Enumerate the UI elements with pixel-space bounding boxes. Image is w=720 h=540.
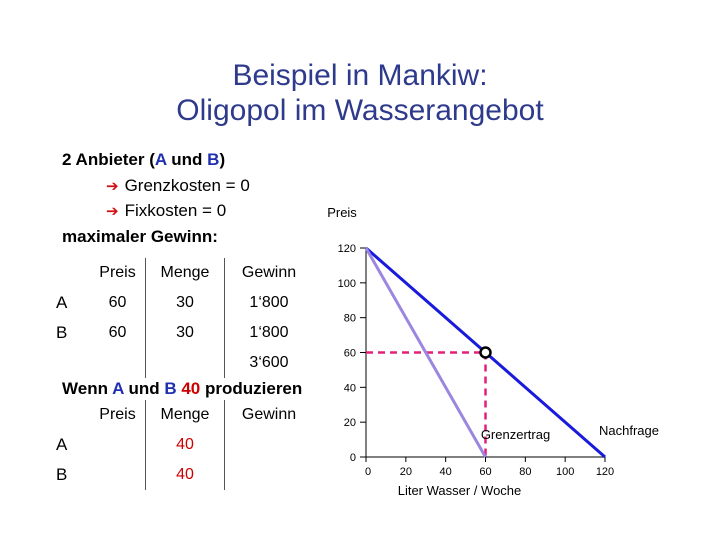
cell-menge: 30 (145, 288, 225, 318)
y-tick-label: 120 (338, 243, 356, 255)
profit-table-1: Preis Menge Gewinn A 60 30 1‘800 B 60 30… (56, 258, 313, 378)
header-menge: Menge (145, 258, 225, 288)
slide-title-line2: Oligopol im Wasserangebot (176, 94, 544, 127)
table-row: A 60 30 1‘800 (56, 288, 313, 318)
series-label: Grenzertrag (481, 427, 550, 442)
header-gewinn: Gewinn (224, 400, 313, 430)
marked-point (479, 346, 492, 359)
anbieter-suffix: ) (219, 150, 226, 169)
x-tick-label: 0 (365, 466, 371, 478)
anbieter-prefix: 2 Anbieter ( (62, 150, 155, 169)
x-axis-title: Liter Wasser / Woche (398, 483, 522, 498)
max-gewinn-label: maximaler Gewinn: (62, 227, 218, 246)
scenario-suffix: produzieren (200, 379, 303, 398)
row-label: B (56, 465, 68, 484)
bullet-grenzkosten: ➔ Grenzkosten = 0 (106, 176, 250, 196)
y-tick-label: 100 (338, 278, 356, 290)
scenario-qty: 40 (181, 379, 201, 398)
scenario-prefix: Wenn (62, 379, 113, 398)
cell-gewinn (224, 460, 313, 490)
cell-menge: 30 (145, 318, 225, 348)
header-gewinn: Gewinn (224, 258, 313, 288)
arrow-icon: ➔ (106, 178, 119, 195)
und-text: und (166, 150, 208, 169)
y-tick-label: 20 (344, 417, 356, 429)
bullet-fixkosten: ➔ Fixkosten = 0 (106, 201, 226, 221)
cell-gewinn (224, 430, 313, 460)
cell-menge: 40 (145, 460, 225, 490)
table-row: B 60 30 1‘800 (56, 318, 313, 348)
row-label: B (56, 323, 68, 342)
x-tick-label: 80 (519, 466, 531, 478)
scenario-line: Wenn A und B 40 produzieren (62, 379, 302, 399)
bullet-grenzkosten-text: Grenzkosten = 0 (124, 176, 250, 195)
slide-title-line1: Beispiel in Mankiw: (232, 59, 488, 92)
header-menge: Menge (145, 400, 225, 430)
firm-b-label: B (207, 150, 220, 169)
y-axis-title: Preis (327, 205, 357, 220)
x-tick-label: 60 (479, 466, 491, 478)
y-tick-label: 60 (344, 348, 356, 360)
row-label: A (56, 293, 68, 312)
firm-a-label: A (154, 150, 167, 169)
header-preis: Preis (99, 406, 136, 423)
arrow-icon: ➔ (106, 203, 119, 220)
profit-table-2: Preis Menge Gewinn A 40 B 40 (56, 400, 313, 490)
cell-preis: 60 (108, 294, 127, 311)
table-row: A 40 (56, 430, 313, 460)
y-tick-label: 40 (344, 382, 356, 394)
cell-menge: 40 (145, 430, 225, 460)
header-preis: Preis (99, 264, 136, 281)
cell-gewinn: 1‘800 (224, 318, 313, 348)
scenario-firm-a: A (112, 379, 124, 398)
series-line (364, 247, 487, 458)
cell-preis: 60 (108, 324, 127, 341)
x-tick-label: 120 (596, 466, 614, 478)
scenario-und: und (123, 379, 165, 398)
x-tick-label: 40 (440, 466, 452, 478)
series-label: Nachfrage (599, 423, 659, 438)
y-tick-label: 80 (344, 313, 356, 325)
cell-gewinn: 1‘800 (224, 288, 313, 318)
scenario-firm-b: B (164, 379, 177, 398)
x-tick-label: 100 (556, 466, 574, 478)
cell-total: 3‘600 (224, 348, 313, 378)
anbieter-line: 2 Anbieter (A und B) (62, 150, 225, 170)
bullet-fixkosten-text: Fixkosten = 0 (124, 201, 227, 220)
table-row: B 40 (56, 460, 313, 490)
y-tick-label: 0 (350, 452, 356, 464)
row-label: A (56, 435, 68, 454)
x-tick-label: 20 (400, 466, 412, 478)
